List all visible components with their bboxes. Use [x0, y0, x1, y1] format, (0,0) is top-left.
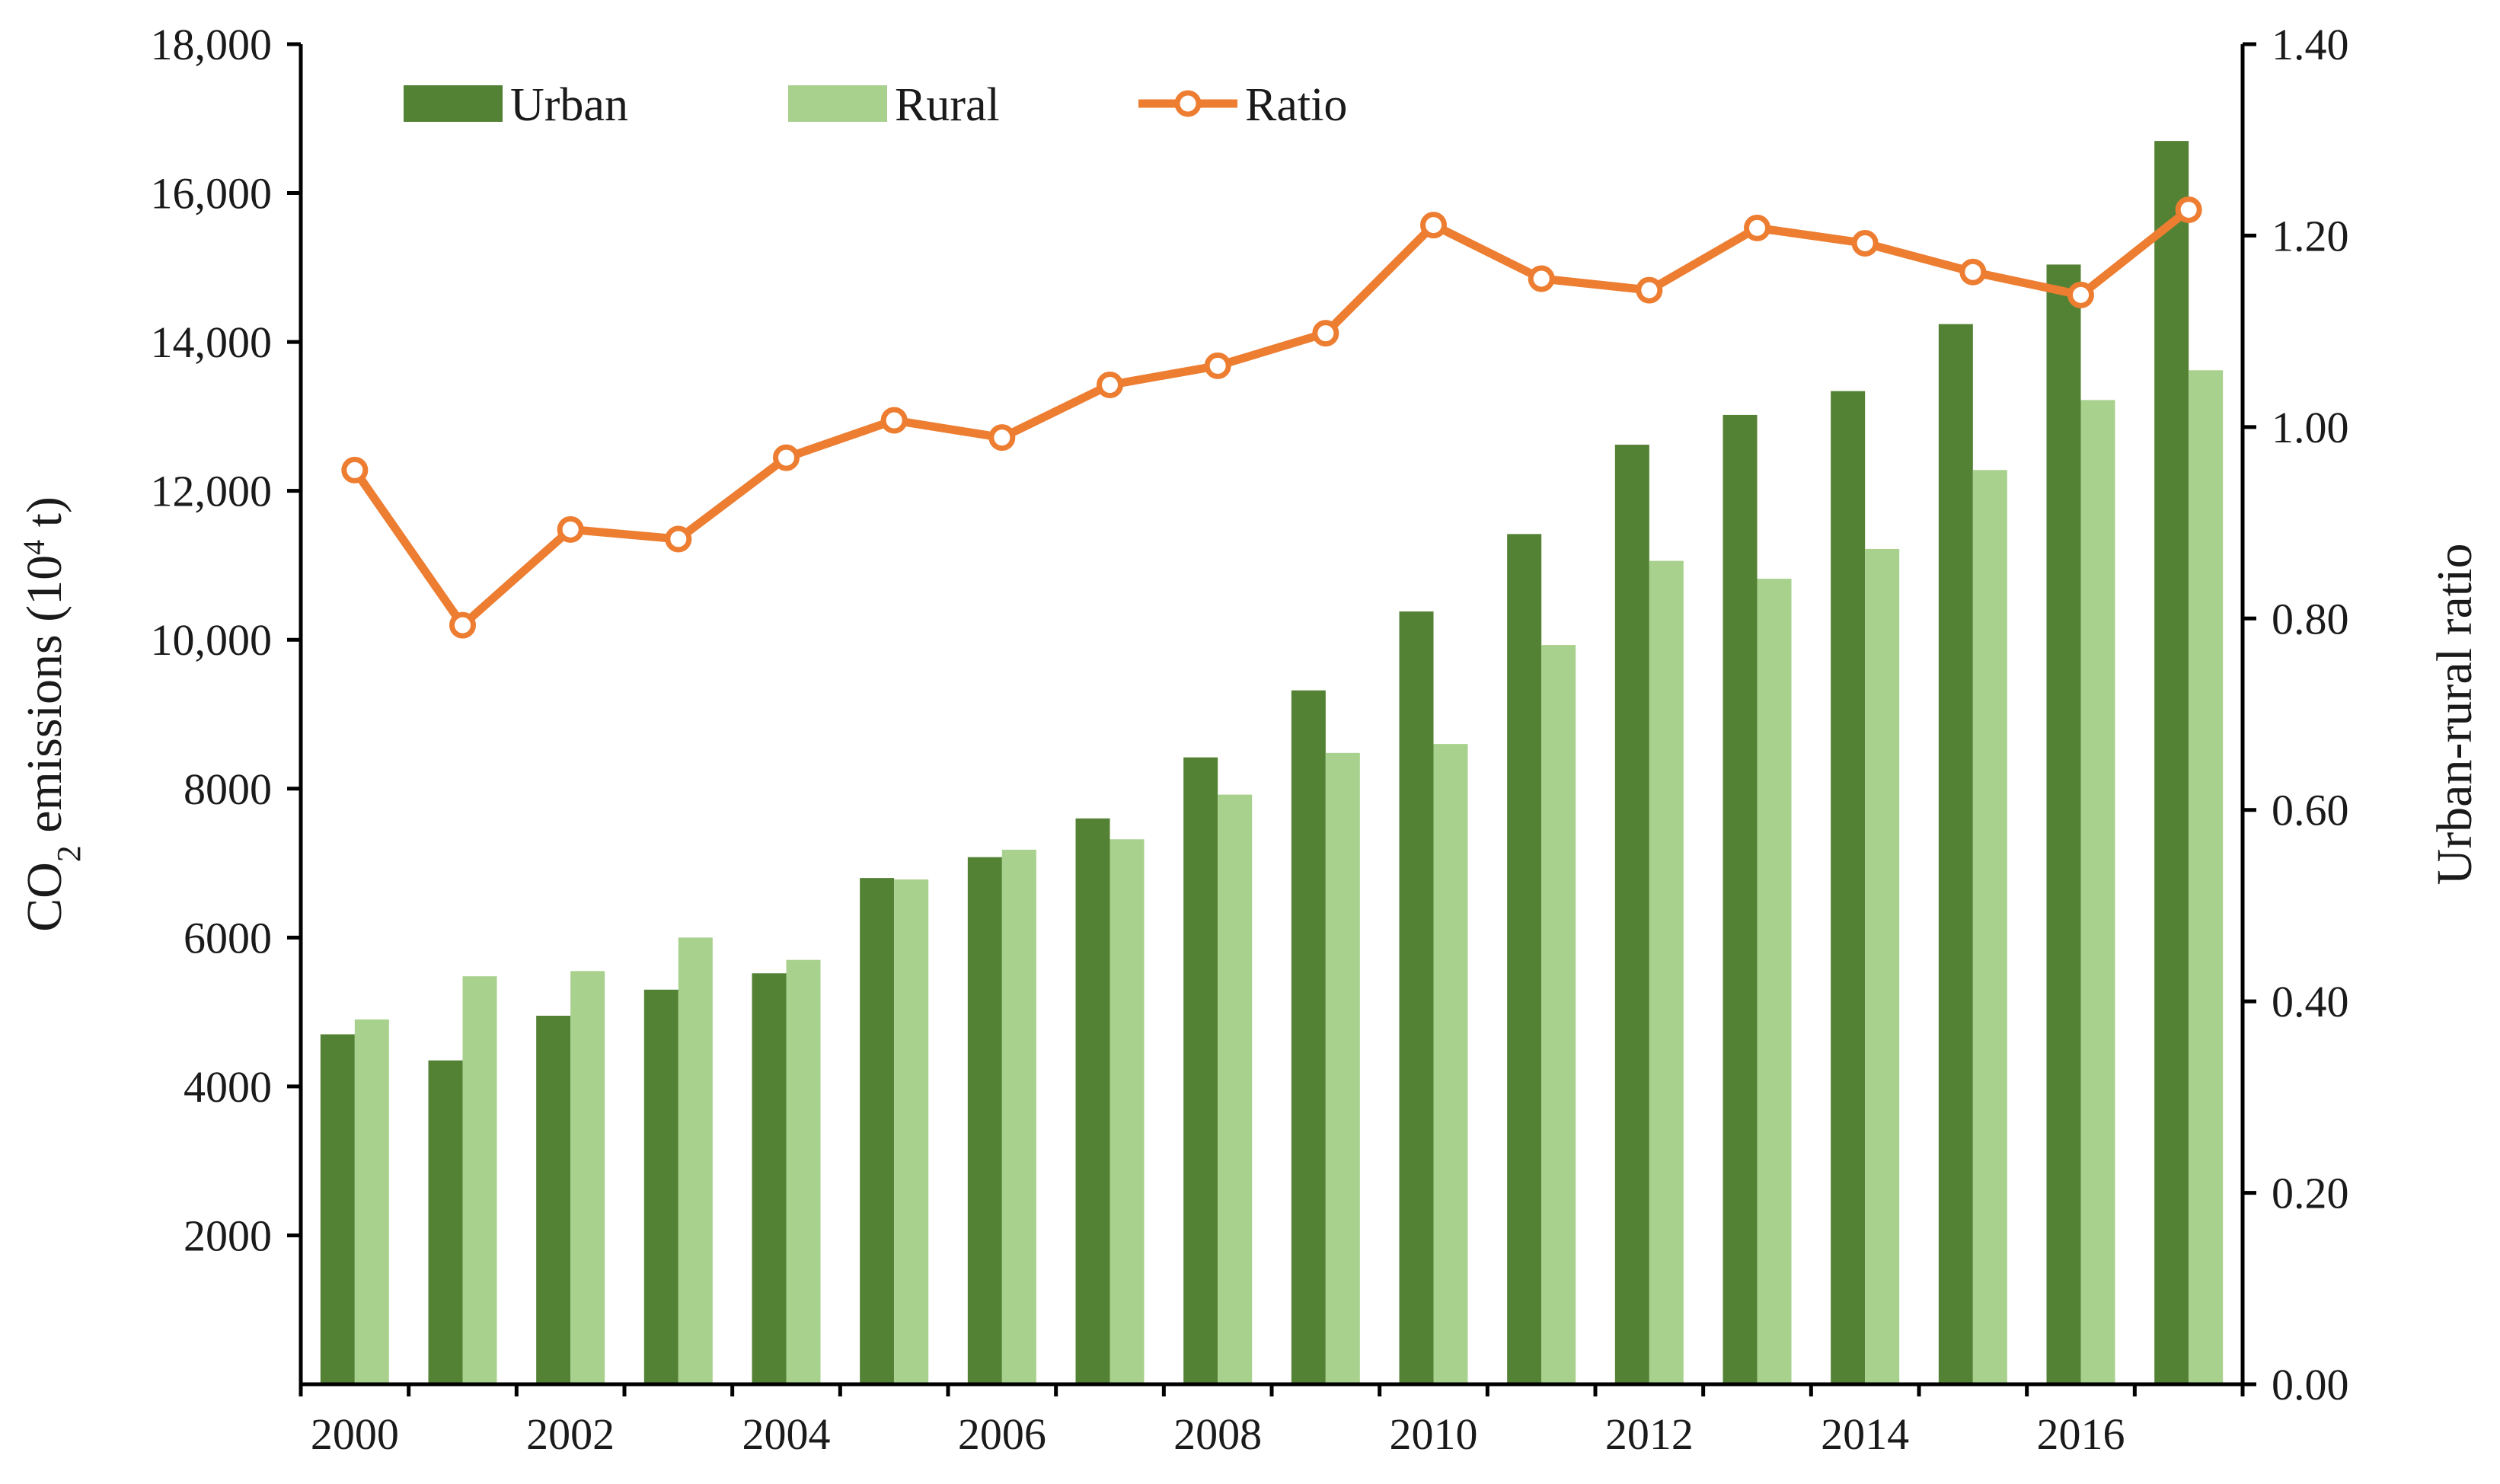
left-y-tick-label: 4000	[184, 1062, 272, 1112]
rural-bar-2007	[1110, 839, 1145, 1384]
rural-bar-2004	[786, 959, 821, 1384]
rural-bar-2006	[1001, 849, 1036, 1384]
left-y-tick-label: 2000	[184, 1211, 272, 1260]
right-y-tick-label: 0.40	[2272, 977, 2349, 1026]
urban-bar-2013	[1723, 414, 1758, 1384]
ratio-point-2004	[773, 444, 800, 471]
urban-bar-2000	[320, 1034, 355, 1384]
ratio-point-2007	[1097, 372, 1123, 399]
right-y-tick-label: 0.80	[2272, 594, 2349, 643]
left-y-tick-label: 18,000	[151, 20, 273, 69]
rural-bar-2016	[2080, 400, 2115, 1384]
left-y-tick-label: 16,000	[151, 169, 273, 219]
ratio-point-2006	[988, 424, 1016, 452]
x-tick-label: 2012	[1605, 1409, 1694, 1459]
urban-bar-2005	[860, 878, 895, 1384]
ratio-point-2014	[1851, 229, 1879, 257]
labels-layer: 2000 4000 6000 8000 10,000 12,000 14,000 16,000…	[17, 20, 2483, 1459]
legend-item-ratio: Ratio	[1138, 79, 1347, 131]
x-tick-label: 2000	[311, 1409, 399, 1459]
left-y-tick-label: 14,000	[151, 318, 273, 367]
rural-bar-2014	[1865, 548, 1900, 1384]
urban-bar-2002	[536, 1016, 571, 1384]
legend-swatch-marker-ratio	[1174, 90, 1202, 117]
urban-bar-2010	[1399, 611, 1434, 1384]
rural-bar-2009	[1325, 752, 1360, 1384]
legend-item-rural: Rural	[788, 79, 1000, 131]
x-tick-label: 2010	[1390, 1409, 1478, 1459]
urban-bar-2006	[967, 857, 1002, 1384]
rural-bar-2005	[894, 879, 929, 1384]
legend-label-urban: Urban	[510, 79, 628, 131]
urban-bar-2015	[1938, 324, 1973, 1385]
right-y-tick-label: 1.00	[2272, 403, 2349, 452]
rural-bar-2015	[1972, 470, 2007, 1385]
legend-label-ratio: Ratio	[1245, 79, 1347, 131]
urban-bar-2017	[2154, 141, 2189, 1385]
rural-bar-2002	[570, 971, 605, 1384]
x-tick-label: 2008	[1173, 1409, 1262, 1459]
ratio-point-2002	[557, 515, 584, 543]
rural-bar-2008	[1218, 794, 1253, 1384]
urban-bar-2008	[1183, 757, 1218, 1384]
urban-bar-2004	[752, 973, 787, 1384]
x-tick-label: 2004	[742, 1409, 831, 1459]
ratio-point-2015	[1959, 258, 1987, 286]
ratio-point-2011	[1528, 265, 1555, 292]
legend-label-rural: Rural	[895, 79, 1000, 131]
left-y-tick-label: 8000	[184, 764, 272, 814]
rural-bar-2012	[1649, 560, 1684, 1384]
urban-bar-2016	[2046, 264, 2081, 1384]
ratio-line	[350, 205, 2193, 630]
rural-bar-2017	[2189, 370, 2224, 1385]
urban-bar-2012	[1614, 445, 1649, 1384]
ratio-line-layer	[341, 196, 2202, 639]
x-tick-label: 2002	[526, 1409, 615, 1459]
right-y-tick-label: 0.60	[2272, 786, 2349, 835]
right-y-tick-label: 1.40	[2272, 20, 2349, 69]
ratio-point-2009	[1312, 320, 1339, 347]
right-y-tick-label: 1.20	[2272, 211, 2349, 260]
left-y-tick-label: 6000	[184, 913, 272, 962]
ratio-point-2017	[2175, 196, 2202, 223]
ratio-point-2008	[1204, 352, 1231, 379]
urban-bar-2014	[1831, 391, 1866, 1384]
rural-bar-2003	[678, 937, 713, 1384]
left-y-tick-label: 12,000	[151, 467, 273, 516]
legend: Urban Rural Ratio	[404, 79, 1347, 131]
bars-layer	[320, 141, 2224, 1385]
ratio-point-2001	[449, 611, 476, 639]
right-y-tick-label: 0.20	[2272, 1169, 2349, 1218]
right-y-axis-title: Urban-rural ratio	[2427, 544, 2482, 886]
ratio-point-2000	[341, 456, 369, 483]
left-y-tick-label: 10,000	[151, 615, 273, 665]
axes-layer	[287, 42, 2256, 1396]
rural-bar-2011	[1541, 645, 1576, 1384]
ratio-point-2003	[665, 525, 692, 553]
x-tick-label: 2016	[2037, 1409, 2125, 1459]
rural-bar-2001	[462, 976, 497, 1384]
ratio-point-2013	[1744, 214, 1770, 241]
rural-bar-2000	[354, 1019, 389, 1384]
ratio-point-2012	[1636, 276, 1663, 304]
left-y-axis-title: CO2 emissions (104 t)	[17, 496, 88, 932]
urban-bar-2003	[643, 989, 678, 1384]
x-tick-label: 2014	[1821, 1409, 1909, 1459]
legend-swatch-rural	[788, 85, 887, 122]
rural-bar-2010	[1433, 744, 1468, 1384]
legend-swatch-urban	[404, 85, 503, 122]
legend-item-urban: Urban	[404, 79, 628, 131]
rural-bar-2013	[1757, 579, 1792, 1384]
ratio-point-2016	[2067, 281, 2094, 308]
x-tick-label: 2006	[958, 1409, 1046, 1459]
urban-bar-2001	[428, 1060, 463, 1384]
ratio-point-2010	[1420, 212, 1447, 239]
urban-bar-2011	[1507, 534, 1542, 1384]
urban-bar-2007	[1075, 818, 1110, 1384]
urban-bar-2009	[1291, 690, 1326, 1384]
ratio-point-2005	[880, 407, 908, 434]
right-y-tick-label: 0.00	[2272, 1360, 2349, 1409]
